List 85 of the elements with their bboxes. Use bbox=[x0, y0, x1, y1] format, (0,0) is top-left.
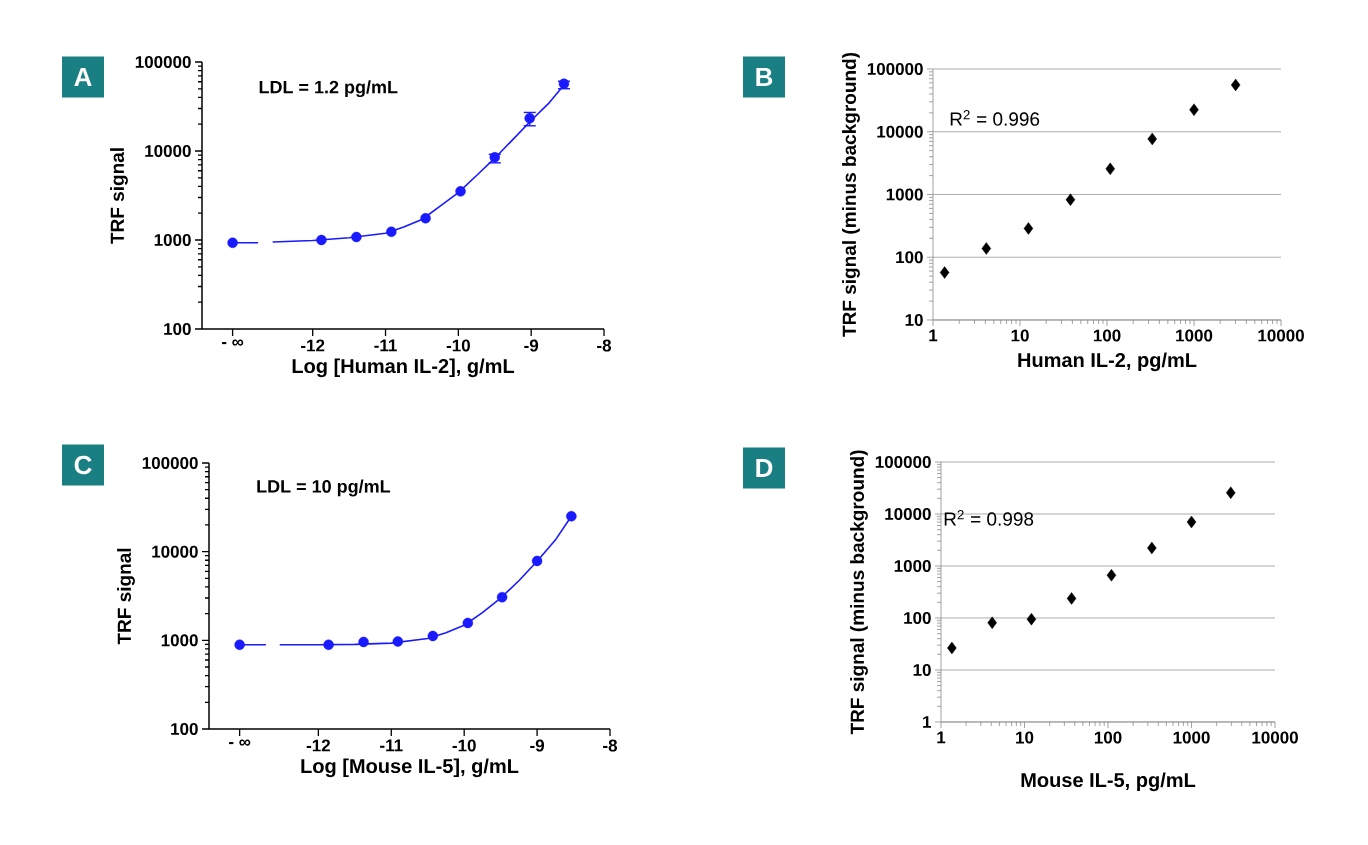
x-tick-label: -10 bbox=[446, 339, 470, 352]
x-axis-title: Mouse IL-5, pg/mL bbox=[1021, 772, 1196, 792]
y-tick-label: 1000 bbox=[161, 634, 198, 647]
point bbox=[427, 630, 439, 642]
x-tick-label: 10000 bbox=[1258, 329, 1304, 342]
y-tick-label: 100000 bbox=[875, 455, 931, 469]
point bbox=[496, 591, 508, 603]
y-tick-label: 100000 bbox=[135, 55, 191, 69]
x-tick-label: -11 bbox=[374, 339, 397, 352]
y-tick-label: 1000 bbox=[154, 233, 191, 247]
point bbox=[1186, 515, 1197, 529]
y-tick-label: 10000 bbox=[877, 125, 923, 138]
y-tick-label: 100 bbox=[904, 611, 931, 625]
y-tick-label: 10 bbox=[913, 663, 931, 677]
x-tick-label: 1000 bbox=[1173, 731, 1210, 744]
point bbox=[234, 639, 245, 651]
point bbox=[227, 237, 238, 248]
x-tick-label: -11 bbox=[380, 739, 403, 752]
x-tick-label: -8 bbox=[597, 339, 612, 352]
point bbox=[566, 511, 577, 522]
x-tick-label: -9 bbox=[530, 739, 545, 752]
annotation: LDL = 10 pg/mL bbox=[257, 479, 391, 497]
y-axis-title: TRF signal bbox=[110, 148, 128, 244]
x-tick-label: - ∞ bbox=[222, 339, 244, 346]
x-tick-label: -8 bbox=[603, 739, 618, 752]
point bbox=[939, 266, 950, 279]
point bbox=[420, 212, 431, 224]
text: A bbox=[74, 68, 92, 86]
x-tick-label: 100 bbox=[1094, 731, 1122, 744]
x-axis-title: Log [Human IL-2], g/mL bbox=[292, 358, 515, 378]
y-tick-label: 1000 bbox=[886, 188, 923, 201]
text: D bbox=[756, 459, 773, 477]
y-tick-label: 100 bbox=[896, 251, 923, 264]
y-axis-title: TRF signal (minus background) bbox=[842, 52, 860, 337]
point bbox=[455, 186, 466, 197]
point bbox=[531, 555, 543, 567]
y-tick-label: 10000 bbox=[885, 507, 931, 521]
annotation: LDL = 1.2 pg/mL bbox=[259, 80, 398, 98]
point bbox=[1066, 592, 1077, 605]
point bbox=[1023, 222, 1034, 235]
y-tick-label: 100000 bbox=[142, 456, 198, 470]
x-axis-title: Human IL-2, pg/mL bbox=[1018, 352, 1197, 372]
x-tick-label: 10 bbox=[1011, 329, 1029, 342]
point bbox=[462, 617, 474, 629]
x-tick-label: 10000 bbox=[1252, 731, 1298, 744]
point bbox=[392, 636, 404, 647]
point bbox=[987, 616, 997, 629]
point bbox=[1147, 541, 1157, 555]
point bbox=[358, 636, 369, 648]
point bbox=[1147, 132, 1157, 146]
x-axis-title: Log [Mouse IL-5], g/mL bbox=[301, 758, 519, 778]
x-tick-label: 100 bbox=[1093, 329, 1121, 342]
y-tick-label: 1 bbox=[923, 716, 932, 728]
point bbox=[1026, 612, 1037, 626]
point bbox=[1106, 569, 1117, 582]
text: C bbox=[74, 455, 92, 475]
point bbox=[1189, 103, 1199, 116]
y-tick-label: 10 bbox=[905, 313, 923, 327]
point bbox=[1105, 162, 1115, 176]
x-tick-label: -10 bbox=[452, 739, 476, 752]
point bbox=[351, 231, 362, 243]
point bbox=[947, 641, 957, 655]
y-tick-label: 10000 bbox=[152, 545, 198, 558]
x-tick-label: -9 bbox=[524, 339, 539, 352]
y-tick-label: 1000 bbox=[894, 559, 931, 573]
x-tick-label: -12 bbox=[301, 339, 325, 352]
y-tick-label: 10000 bbox=[145, 144, 191, 158]
x-tick-label: 1 bbox=[937, 731, 946, 744]
point bbox=[981, 242, 992, 255]
x-tick-label: 10 bbox=[1016, 731, 1034, 744]
point bbox=[1230, 78, 1241, 92]
annotation: R$^{2}$ = 0.998 bbox=[944, 510, 1034, 526]
point bbox=[316, 234, 327, 246]
y-tick-label: 100000 bbox=[867, 62, 923, 76]
annotation: R$^{2}$ = 0.996 bbox=[950, 110, 1040, 126]
text: B bbox=[756, 68, 773, 86]
point bbox=[386, 226, 397, 238]
x-tick-label: -12 bbox=[306, 739, 330, 752]
y-axis-title: TRF signal (minus background) bbox=[850, 450, 868, 735]
point bbox=[323, 639, 334, 651]
y-axis-title: TRF signal bbox=[117, 548, 135, 645]
point bbox=[1065, 193, 1076, 206]
x-tick-label: 1000 bbox=[1176, 329, 1213, 342]
x-tick-label: - ∞ bbox=[229, 739, 251, 746]
point bbox=[1226, 486, 1236, 499]
